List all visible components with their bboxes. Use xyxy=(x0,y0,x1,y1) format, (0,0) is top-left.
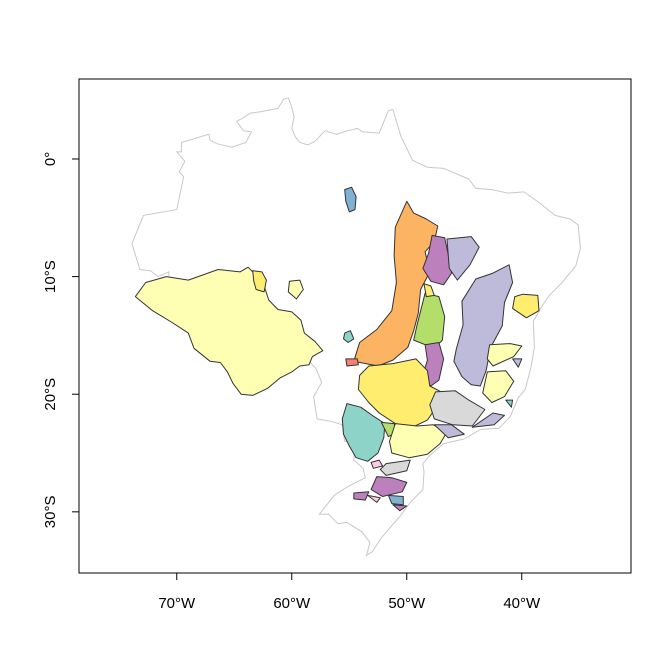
region-southeast-lavender xyxy=(433,424,465,439)
region-south-pink-2 xyxy=(367,494,381,503)
y-tick-label: 20°S xyxy=(42,378,59,411)
region-east-small-yellow xyxy=(512,293,540,319)
x-tick-label: 40°W xyxy=(503,595,541,612)
country-outline xyxy=(131,97,581,557)
region-center-yellow-strip xyxy=(423,283,435,298)
region-north-lavender xyxy=(446,236,480,281)
region-west-yellow xyxy=(134,266,324,396)
region-teal-islet xyxy=(343,330,355,343)
x-tick-label: 60°W xyxy=(273,595,311,612)
region-west-small-yellow xyxy=(252,270,267,293)
y-tick-label: 0° xyxy=(42,152,59,166)
region-north-purple xyxy=(422,234,453,286)
x-tick-label: 50°W xyxy=(388,595,426,612)
region-south-gray xyxy=(379,459,411,476)
region-orange xyxy=(353,200,439,367)
y-tick-label: 10°S xyxy=(42,260,59,293)
region-center-big-yellow xyxy=(357,358,442,428)
y-tick-label: 30°S xyxy=(42,495,59,528)
x-axis: 70°W 60°W 50°W 40°W xyxy=(158,572,541,612)
region-west-islet xyxy=(287,279,304,300)
region-gray-lavender xyxy=(471,412,505,428)
region-east-lavender-dot xyxy=(512,358,523,368)
country-outline-layer xyxy=(131,97,581,557)
x-tick-label: 70°W xyxy=(158,595,196,612)
region-east-yellow-2 xyxy=(482,370,515,403)
region-south-purple-3 xyxy=(392,504,408,512)
region-gray xyxy=(429,390,486,427)
region-south-pink xyxy=(370,459,384,469)
region-east-yellow xyxy=(486,343,523,367)
region-south-purple-2 xyxy=(353,491,370,501)
regions-layer xyxy=(134,186,540,512)
region-large-lavender xyxy=(453,264,514,387)
region-teal xyxy=(341,403,386,462)
region-red-islet xyxy=(345,358,359,367)
region-north-blue-islet xyxy=(344,186,357,213)
y-axis: 0° 10°S 20°S 30°S xyxy=(42,152,80,528)
region-south-purple xyxy=(370,476,408,497)
region-south-blue xyxy=(387,494,404,506)
region-teal-coastal xyxy=(505,399,514,408)
region-southeast-yellow xyxy=(389,423,448,459)
